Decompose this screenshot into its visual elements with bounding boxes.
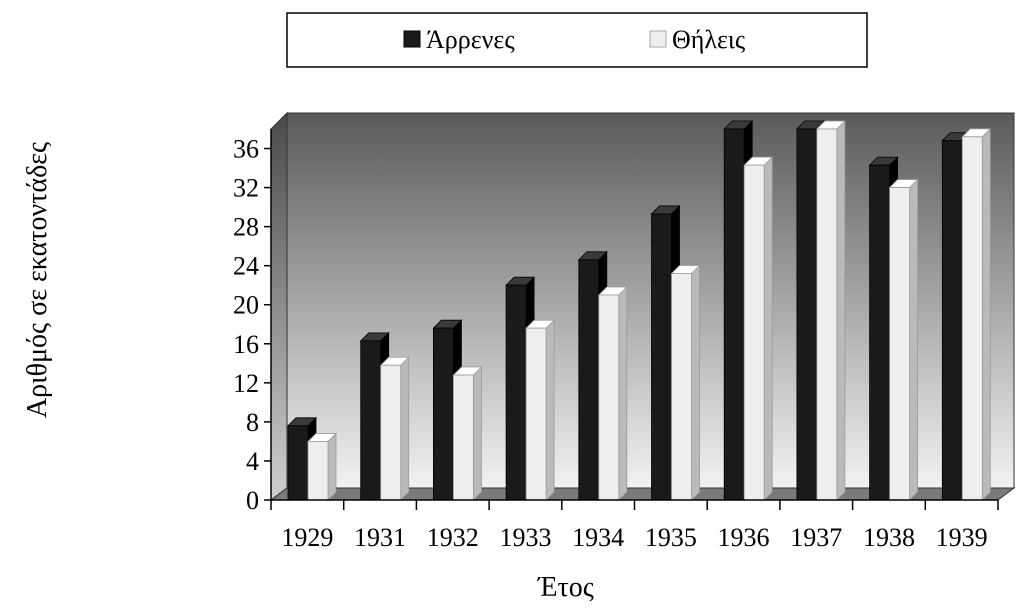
bar-front (889, 187, 910, 501)
bar-side (400, 356, 410, 501)
x-ticks: 1929 1931 1932 1933 1934 1935 1936 1937 1938 1939 (270, 500, 999, 552)
bar-front (307, 441, 329, 501)
bar-side (618, 286, 628, 501)
bar-front (452, 374, 474, 501)
x-tick-label: 1936 (718, 523, 770, 552)
bar-female-1932 (452, 366, 483, 501)
x-axis-title: Έτος (537, 572, 594, 603)
bar-side (472, 366, 482, 501)
bar-side (981, 127, 991, 501)
y-tick-label: 16 (233, 330, 259, 359)
bar-female-1934 (597, 286, 628, 501)
y-tick-label: 28 (233, 213, 259, 242)
x-tick-label: 1934 (572, 523, 624, 552)
bar-front (525, 327, 547, 501)
bar-female-1939 (961, 127, 992, 501)
bar-side (909, 178, 918, 501)
bar-front (598, 294, 620, 501)
bar-front (505, 284, 527, 501)
bar-front (380, 364, 402, 501)
bar-side (327, 432, 337, 501)
bar-female-1931 (379, 356, 410, 501)
side-wall (270, 111, 288, 501)
x-tick-label: 1938 (863, 523, 915, 552)
legend-swatch (403, 30, 421, 48)
legend: Άρρενες Θήλεις (286, 12, 868, 68)
x-tick-label: 1935 (645, 523, 697, 552)
bar-front (961, 136, 983, 501)
bar-side (691, 264, 700, 501)
x-tick-label: 1931 (354, 523, 406, 552)
y-tick-label: 24 (233, 252, 259, 281)
x-tick-label: 1937 (790, 523, 842, 552)
y-axis-title: Αριθμός σε εκατοντάδες (22, 142, 53, 418)
bars (287, 120, 992, 501)
bar-front (432, 327, 454, 501)
y-tick-label: 0 (246, 486, 259, 515)
bar-female-1936 (743, 156, 774, 501)
y-tick-label: 8 (246, 408, 259, 437)
bar-front (360, 340, 382, 501)
bar-front (723, 128, 745, 501)
bar-female-1929 (307, 432, 337, 501)
legend-item-male: Άρρενες (403, 25, 515, 54)
bar-female-1935 (670, 264, 701, 501)
x-tick-label: 1929 (281, 523, 333, 552)
legend-item-female: Θήλεις (649, 25, 746, 54)
bar-front (796, 128, 818, 501)
bar-front (941, 140, 963, 501)
bar-female-1937 (815, 120, 846, 501)
bar-side (545, 319, 555, 501)
y-tick-label: 12 (233, 369, 259, 398)
y-tick-label: 36 (233, 135, 259, 164)
bar-side (836, 120, 846, 501)
bar-female-1933 (525, 319, 556, 501)
legend-label: Θήλεις (672, 25, 746, 54)
y-tick-label: 32 (233, 174, 259, 203)
legend-box (286, 12, 868, 68)
bar-side (763, 156, 773, 501)
y-ticks: 0 4 8 12 16 20 24 28 32 36 (233, 135, 271, 515)
x-tick-label: 1933 (499, 523, 551, 552)
bar-front (869, 164, 890, 501)
x-tick-label: 1932 (427, 523, 479, 552)
bar-front (578, 259, 600, 501)
bar-front (671, 273, 692, 501)
bar-front (816, 128, 838, 501)
bar-front (287, 425, 309, 501)
y-tick-label: 20 (233, 291, 259, 320)
bar-front (651, 213, 672, 501)
legend-swatch (649, 30, 667, 48)
x-tick-label: 1939 (936, 523, 988, 552)
legend-label: Άρρενες (426, 25, 515, 54)
y-tick-label: 4 (246, 447, 259, 476)
bar-female-1938 (888, 178, 919, 501)
bar-front (743, 164, 765, 501)
